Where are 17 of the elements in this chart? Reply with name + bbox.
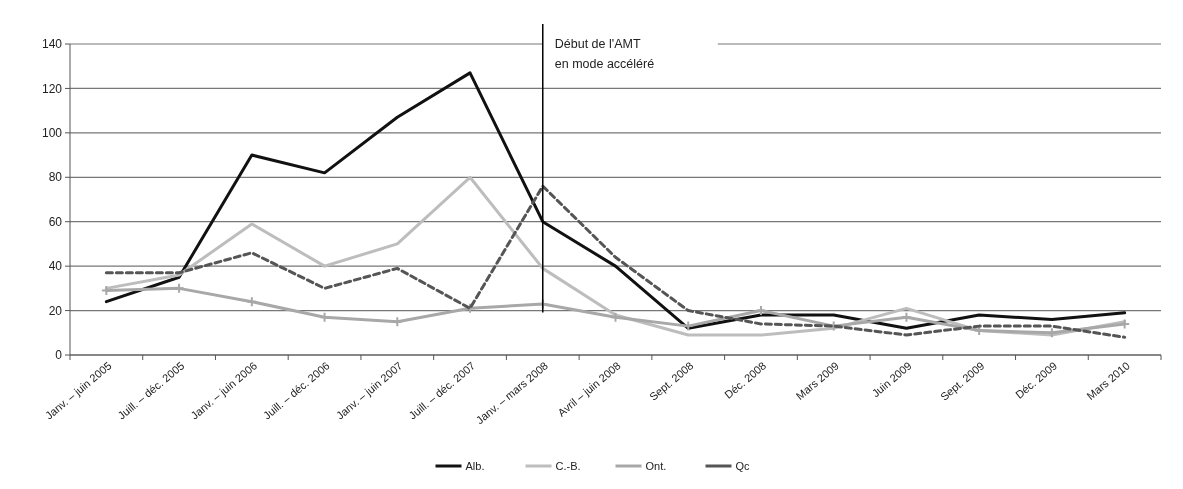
ref-line-label: Début de l'AMT en mode accéléré	[554, 37, 655, 71]
y-tick-label: 40	[48, 259, 63, 274]
y-tick-label: 20	[48, 303, 63, 318]
line-series	[104, 71, 1127, 330]
y-tick-label: 100	[41, 126, 63, 141]
legend-label: Qc	[735, 459, 751, 472]
y-tick-label: 60	[48, 214, 63, 229]
y-tick-label: 140	[41, 37, 63, 52]
point	[901, 312, 911, 322]
legend-label: C.-B.	[555, 459, 581, 472]
y-tick-label: 80	[48, 170, 63, 185]
y-tick-label: 0	[55, 348, 63, 363]
legend-label: Alb.	[465, 459, 485, 472]
point	[756, 306, 766, 316]
point	[247, 297, 257, 307]
y-tick-label: 120	[41, 81, 63, 96]
legend-label: Ont.	[645, 459, 667, 472]
